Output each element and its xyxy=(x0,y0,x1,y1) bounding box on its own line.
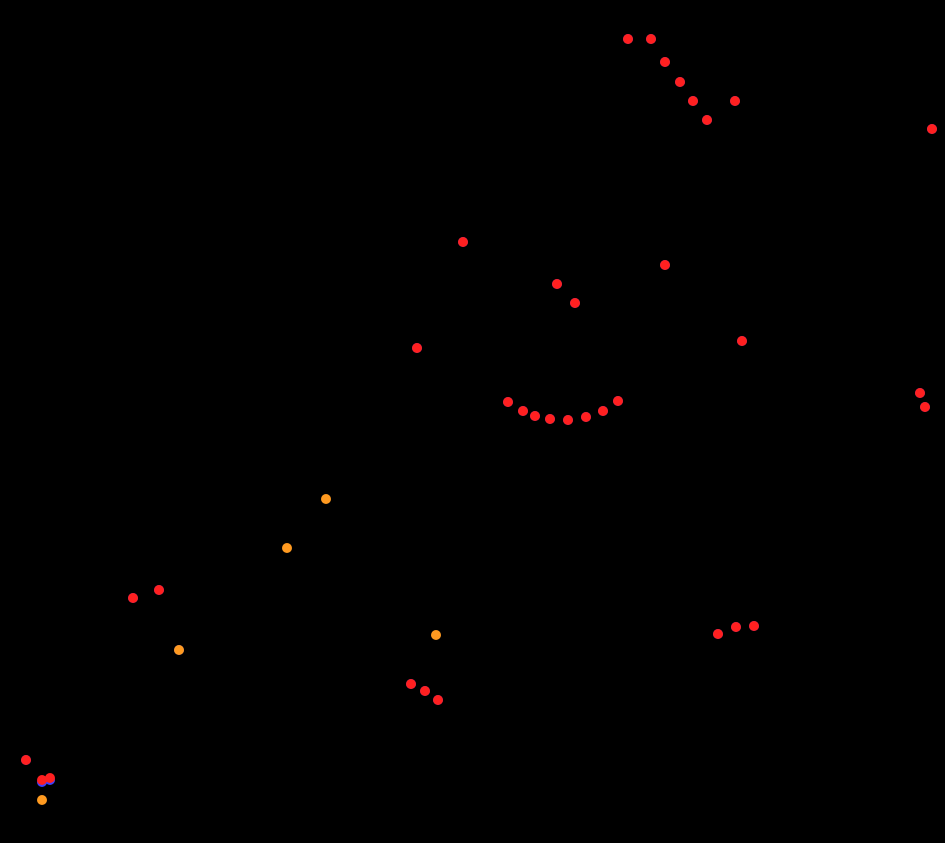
scatter-point-red xyxy=(731,622,741,632)
scatter-point-orange xyxy=(321,494,331,504)
scatter-point-red xyxy=(154,585,164,595)
scatter-point-red xyxy=(730,96,740,106)
scatter-point-red xyxy=(660,57,670,67)
scatter-point-orange xyxy=(282,543,292,553)
scatter-point-red xyxy=(581,412,591,422)
scatter-point-red xyxy=(702,115,712,125)
scatter-point-red xyxy=(45,773,55,783)
scatter-point-red xyxy=(128,593,138,603)
scatter-point-red xyxy=(646,34,656,44)
scatter-point-orange xyxy=(174,645,184,655)
scatter-point-red xyxy=(749,621,759,631)
scatter-point-red xyxy=(688,96,698,106)
scatter-point-orange xyxy=(431,630,441,640)
scatter-point-red xyxy=(660,260,670,270)
scatter-point-red xyxy=(570,298,580,308)
scatter-point-red xyxy=(406,679,416,689)
scatter-point-red xyxy=(552,279,562,289)
scatter-point-red xyxy=(530,411,540,421)
scatter-point-red xyxy=(518,406,528,416)
scatter-point-red xyxy=(563,415,573,425)
scatter-point-red xyxy=(915,388,925,398)
scatter-point-red xyxy=(433,695,443,705)
scatter-point-red xyxy=(675,77,685,87)
scatter-point-red xyxy=(613,396,623,406)
scatter-point-red xyxy=(737,336,747,346)
scatter-point-red xyxy=(920,402,930,412)
scatter-point-red xyxy=(412,343,422,353)
scatter-point-red xyxy=(545,414,555,424)
scatter-point-orange xyxy=(37,795,47,805)
scatter-point-red xyxy=(927,124,937,134)
scatter-point-red xyxy=(458,237,468,247)
scatter-point-red xyxy=(420,686,430,696)
scatter-point-red xyxy=(598,406,608,416)
scatter-point-red xyxy=(503,397,513,407)
scatter-point-red xyxy=(623,34,633,44)
scatter-point-red xyxy=(713,629,723,639)
scatter-point-red xyxy=(21,755,31,765)
scatter-plot xyxy=(0,0,945,843)
